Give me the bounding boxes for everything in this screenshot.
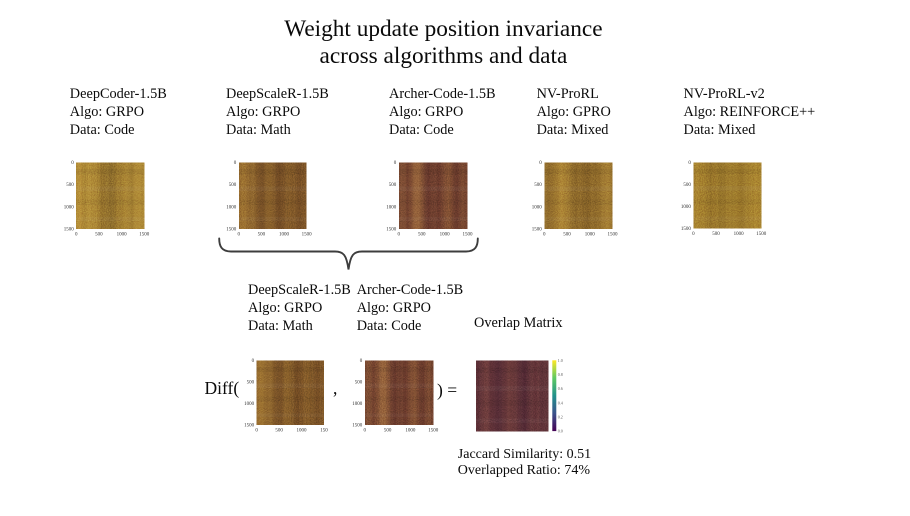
svg-text:1000: 1000 xyxy=(297,428,308,433)
svg-text:500: 500 xyxy=(66,183,74,188)
svg-text:1500: 1500 xyxy=(386,228,397,233)
svg-text:500: 500 xyxy=(247,380,255,385)
svg-text:500: 500 xyxy=(229,183,237,188)
svg-text:500: 500 xyxy=(534,183,542,188)
svg-text:1000: 1000 xyxy=(386,205,397,210)
svg-text:1000: 1000 xyxy=(440,233,451,238)
svg-text:1500: 1500 xyxy=(532,228,543,233)
svg-text:0: 0 xyxy=(692,232,695,237)
svg-text:500: 500 xyxy=(258,233,266,238)
svg-text:500: 500 xyxy=(712,232,720,237)
svg-text:0: 0 xyxy=(360,359,363,364)
svg-text:1000: 1000 xyxy=(405,428,416,433)
svg-text:1500: 1500 xyxy=(428,428,439,433)
svg-text:500: 500 xyxy=(389,183,397,188)
svg-text:1500: 1500 xyxy=(244,424,255,429)
svg-text:0: 0 xyxy=(364,428,367,433)
svg-text:500: 500 xyxy=(275,428,283,433)
svg-text:0: 0 xyxy=(75,233,78,238)
svg-text:0: 0 xyxy=(394,161,397,166)
svg-text:0.0: 0.0 xyxy=(558,429,563,434)
svg-text:500: 500 xyxy=(563,233,571,238)
svg-text:1000: 1000 xyxy=(532,205,543,210)
svg-text:1.0: 1.0 xyxy=(558,358,563,363)
svg-text:1000: 1000 xyxy=(244,402,255,407)
svg-text:0.4: 0.4 xyxy=(558,400,563,405)
svg-text:0: 0 xyxy=(255,428,258,433)
svg-text:0: 0 xyxy=(71,161,74,166)
svg-text:1000: 1000 xyxy=(226,205,237,210)
svg-text:0: 0 xyxy=(543,233,546,238)
svg-text:500: 500 xyxy=(355,380,363,385)
svg-text:1000: 1000 xyxy=(64,205,75,210)
svg-text:1000: 1000 xyxy=(352,402,363,407)
svg-text:1500: 1500 xyxy=(139,233,150,238)
svg-text:1500: 1500 xyxy=(756,232,767,237)
svg-text:500: 500 xyxy=(95,233,103,238)
svg-text:1000: 1000 xyxy=(734,232,745,237)
svg-text:500: 500 xyxy=(683,183,691,188)
svg-text:0.6: 0.6 xyxy=(558,386,563,391)
svg-text:0: 0 xyxy=(398,233,401,238)
svg-text:0: 0 xyxy=(234,161,237,166)
svg-text:1500: 1500 xyxy=(302,233,313,238)
svg-text:1500: 1500 xyxy=(352,424,363,429)
svg-text:0.2: 0.2 xyxy=(558,414,563,419)
svg-text:500: 500 xyxy=(418,233,426,238)
svg-text:1000: 1000 xyxy=(681,205,692,210)
svg-text:1500: 1500 xyxy=(226,228,237,233)
svg-text:1000: 1000 xyxy=(279,233,290,238)
svg-text:1500: 1500 xyxy=(681,227,692,232)
svg-text:1500: 1500 xyxy=(64,228,75,233)
svg-text:0: 0 xyxy=(252,359,255,364)
svg-text:0: 0 xyxy=(688,161,691,166)
svg-text:150: 150 xyxy=(320,428,328,433)
svg-text:1000: 1000 xyxy=(117,233,128,238)
svg-text:1500: 1500 xyxy=(463,233,474,238)
svg-text:0: 0 xyxy=(539,161,542,166)
svg-text:500: 500 xyxy=(384,428,392,433)
svg-text:1000: 1000 xyxy=(585,233,596,238)
svg-text:1500: 1500 xyxy=(608,233,619,238)
svg-text:0: 0 xyxy=(238,233,241,238)
svg-text:0.8: 0.8 xyxy=(558,372,563,377)
